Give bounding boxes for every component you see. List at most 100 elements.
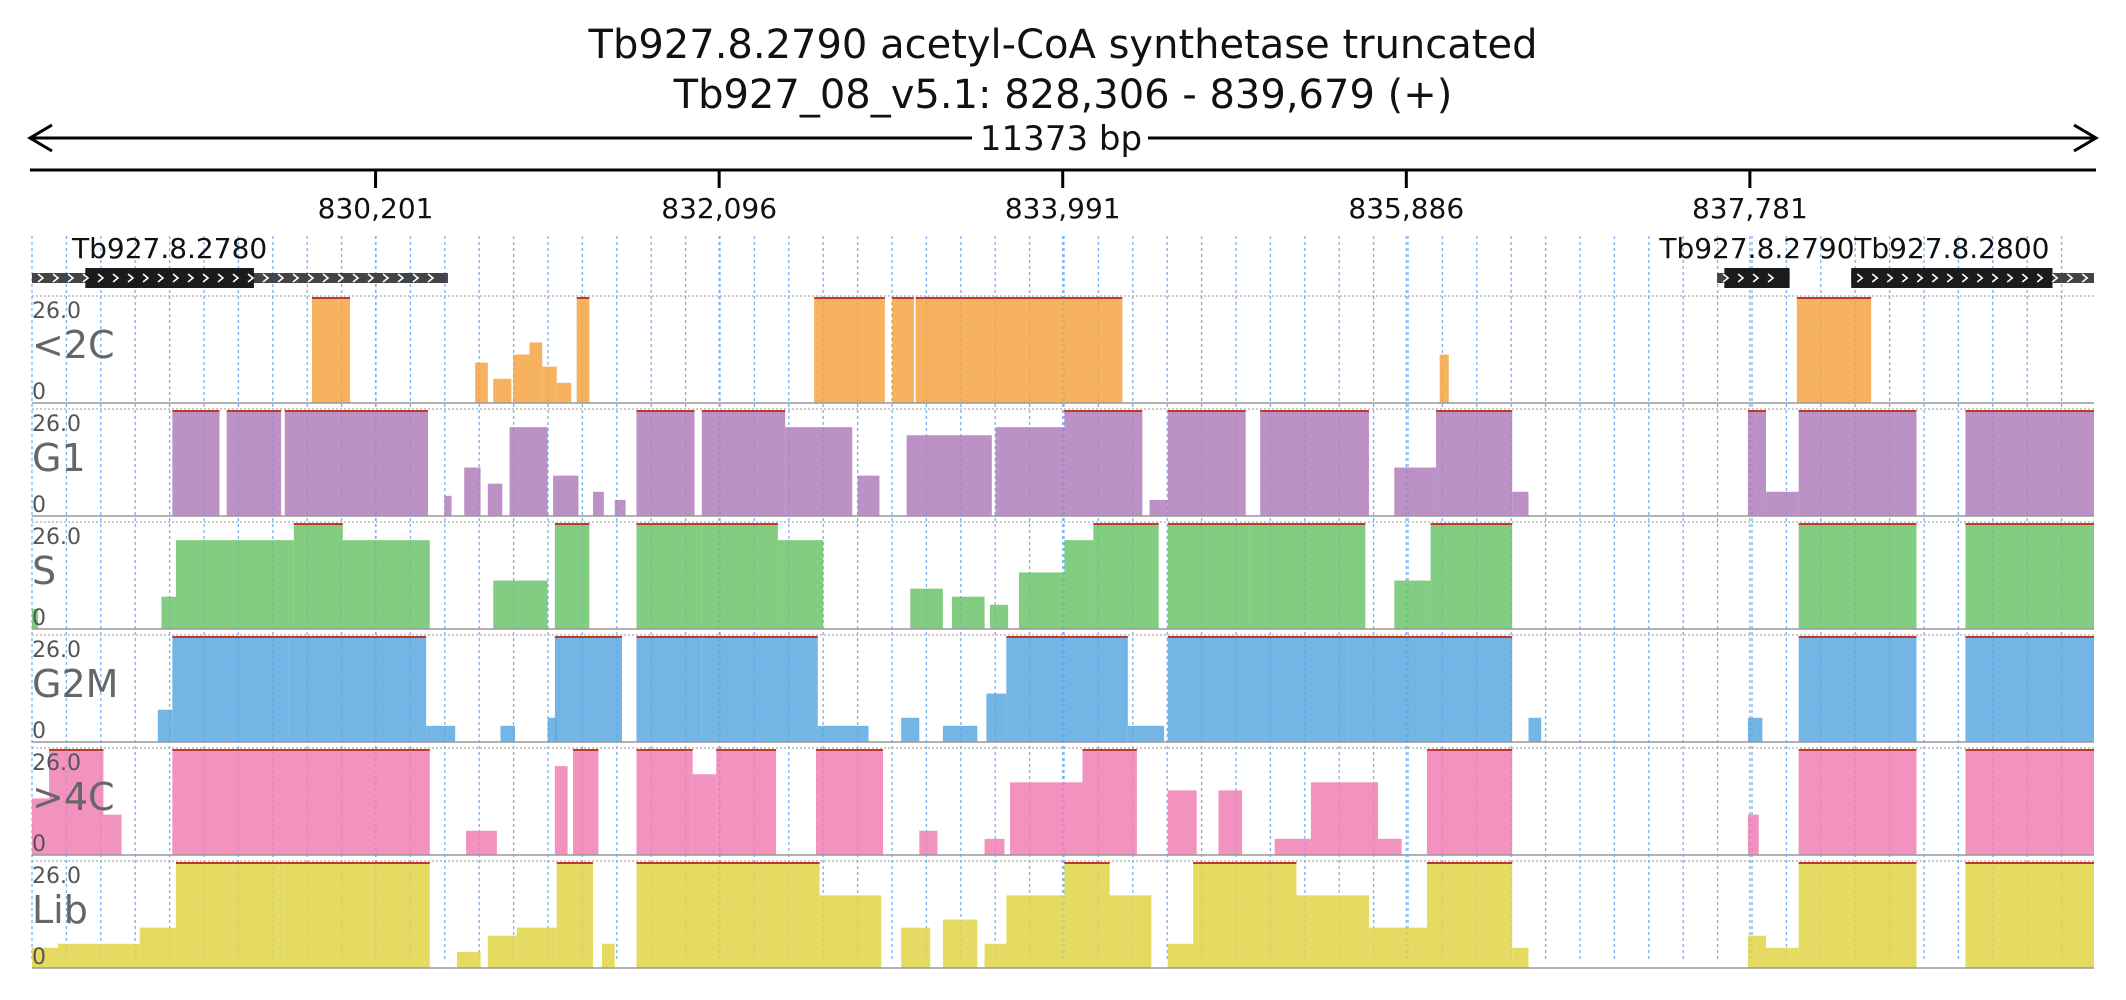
- coverage-bar: [636, 750, 693, 855]
- coverage-bar: [915, 298, 1123, 403]
- coverage-bar: [487, 483, 503, 516]
- strand-chevron: [412, 273, 420, 283]
- coverage-bar: [614, 499, 626, 516]
- coverage-bar: [175, 863, 285, 968]
- coverage-bar: [547, 717, 557, 742]
- coverage-bar: [493, 378, 512, 403]
- coverage-bar: [556, 382, 572, 403]
- coverage-bar: [58, 943, 140, 968]
- track-name-label: G2M: [32, 662, 118, 706]
- coverage-bar: [284, 411, 428, 516]
- coverage-bar: [1798, 863, 1917, 968]
- coverage-bar: [692, 774, 717, 855]
- track-ymax-label: 26.0: [32, 864, 81, 889]
- strand-chevron: [322, 273, 330, 283]
- ruler: 11373 bp: [27, 119, 2099, 172]
- strand-chevron: [202, 273, 210, 283]
- coverage-bar: [464, 467, 481, 516]
- coverage-tracks: 26.00<2C26.00G126.00S26.00G2M26.00>4C26.…: [32, 295, 2094, 970]
- strand-chevron: [1722, 273, 1730, 283]
- coverage-bar: [172, 750, 376, 855]
- gene-label-1: Tb927.8.2790: [1658, 232, 1854, 265]
- coverage-bar: [942, 725, 978, 742]
- coverage-bar: [1149, 499, 1168, 516]
- track-ymax-label: 26.0: [32, 751, 81, 776]
- strand-chevron: [352, 273, 360, 283]
- strand-chevron: [1901, 273, 1909, 283]
- coverage-bar: [1965, 411, 2094, 516]
- coverage-bar: [444, 495, 452, 516]
- coverage-bar: [984, 838, 1005, 855]
- coverage-bar: [1394, 467, 1437, 516]
- tick-label-0: 830,201: [318, 192, 434, 225]
- coverage-bar: [1064, 540, 1094, 629]
- strand-chevron: [2066, 273, 2074, 283]
- coverage-bar: [1082, 750, 1137, 855]
- coverage-bar: [1218, 790, 1243, 855]
- coverage-bar: [513, 354, 530, 403]
- chart-subtitle: Tb927_08_v5.1: 828,306 - 839,679 (+): [673, 72, 1453, 118]
- strand-chevron: [232, 273, 240, 283]
- coverage-bar: [1167, 790, 1197, 855]
- coverage-bar: [984, 943, 1007, 968]
- coverage-bar: [777, 540, 824, 629]
- coverage-bar: [1798, 637, 1917, 742]
- coverage-bar: [636, 524, 702, 629]
- strand-chevron: [37, 273, 45, 283]
- coverage-bar: [157, 709, 173, 742]
- strand-chevron: [1737, 273, 1745, 283]
- coverage-bar: [1296, 895, 1369, 968]
- coverage-bar: [456, 951, 481, 968]
- coverage-bar: [172, 411, 220, 516]
- strand-chevron: [1752, 273, 1760, 283]
- coverage-bar: [32, 608, 39, 629]
- coverage-bar: [901, 717, 920, 742]
- coverage-bar: [357, 863, 430, 968]
- tick-label-1: 832,096: [661, 192, 777, 225]
- track-ymin-label: 0: [32, 493, 46, 518]
- coverage-bar: [576, 298, 590, 403]
- gene-label-2: Tb927.8.2800: [1853, 232, 2049, 265]
- track-S: 26.0 0 S: [32, 521, 2094, 631]
- coverage-bar: [554, 637, 622, 742]
- strand-chevron: [1767, 273, 1775, 283]
- coverage-bar: [1064, 411, 1143, 516]
- track-Lib: 26.0 0 Lib: [32, 860, 2094, 970]
- strand-chevron: [427, 273, 435, 283]
- coverage-bar: [1796, 298, 1872, 403]
- coverage-bar: [556, 863, 593, 968]
- strand-chevron: [337, 273, 345, 283]
- coverage-bar: [701, 637, 818, 742]
- coverage-bar: [819, 895, 882, 968]
- strand-chevron: [292, 273, 300, 283]
- track-name-label: G1: [32, 436, 86, 480]
- coverage-bar: [1430, 524, 1513, 629]
- coverage-bar: [139, 927, 176, 968]
- coverage-bar: [1109, 895, 1152, 968]
- coverage-bar: [32, 947, 59, 968]
- coverage-bar: [1167, 524, 1250, 629]
- coverage-bar: [1093, 524, 1159, 629]
- coverage-bar: [1310, 782, 1379, 855]
- coverage-bar: [1747, 411, 1767, 516]
- strand-chevron: [247, 273, 255, 283]
- span-arrow-head-right: [2073, 123, 2099, 153]
- coverage-bar: [1368, 927, 1427, 968]
- coverage-bar: [1798, 411, 1917, 516]
- coverage-bar: [1394, 580, 1431, 629]
- coverage-bar: [1426, 750, 1513, 855]
- strand-chevron: [1886, 273, 1894, 283]
- coverage-bar: [1009, 782, 1083, 855]
- coverage-bar: [1439, 354, 1449, 403]
- strand-chevron: [2081, 273, 2089, 283]
- tick-label-4: 837,781: [1692, 192, 1808, 225]
- coverage-bar: [592, 491, 604, 516]
- coverage-bar: [475, 362, 488, 403]
- coverage-bar: [1347, 637, 1513, 742]
- span-label: 11373 bp: [980, 119, 1142, 159]
- coverage-bar: [103, 814, 122, 855]
- coverage-bar: [32, 798, 50, 855]
- coverage-bar: [1127, 725, 1165, 742]
- track-name-label: <2C: [32, 323, 115, 367]
